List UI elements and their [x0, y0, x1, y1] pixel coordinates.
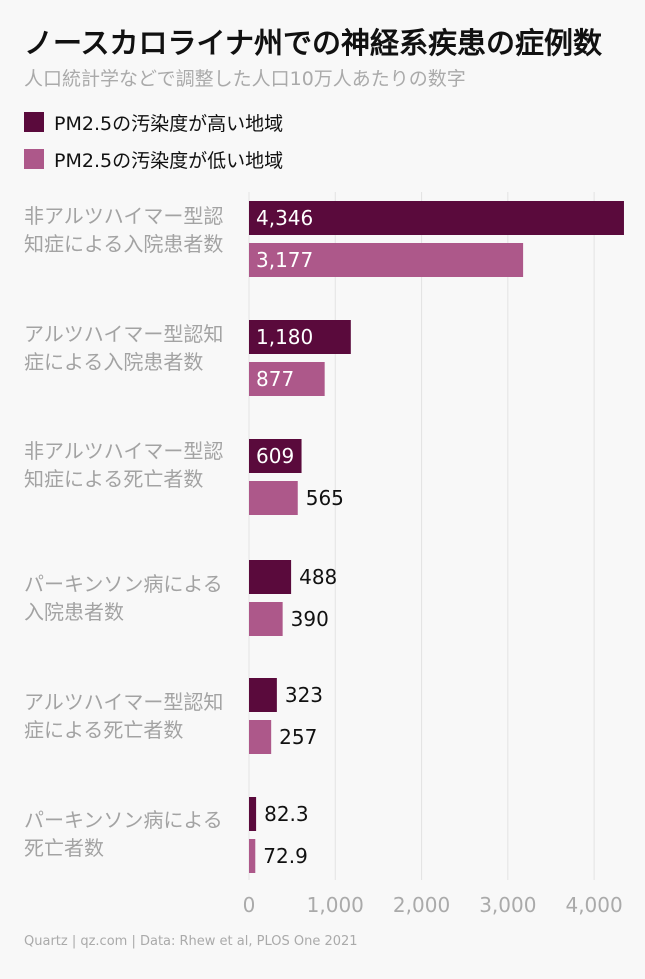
bar [249, 839, 256, 873]
bar-value-label: 1,180 [256, 325, 313, 349]
bar [249, 560, 292, 594]
bar-chart: 0 1,000 2,000 3,000 4,000 4,346 1,180 609 488 323… [243, 192, 624, 917]
x-tick-label: 1,000 [307, 893, 364, 917]
x-tick-label: 3,000 [479, 893, 536, 917]
category-label: 非アルツハイマー型認知症による死亡者数 [24, 439, 224, 491]
source-credit: Quartz | qz.com | Data: Rhew et al, PLOS… [24, 934, 358, 949]
bar-value-label: 4,346 [256, 206, 313, 230]
bar [249, 201, 624, 235]
bar-value-label: 323 [285, 683, 323, 707]
bar [249, 320, 351, 354]
category-label: アルツハイマー型認知症による死亡者数 [24, 690, 224, 742]
category-label: 非アルツハイマー型認知症による入院患者数 [24, 204, 224, 256]
legend-swatch-high [24, 112, 44, 132]
chart-subtitle: 人口統計学などで調整した人口10万人あたりの数字 [24, 68, 466, 90]
bar [249, 678, 277, 712]
legend-label-high: PM2.5の汚染度が高い地域 [54, 112, 284, 135]
chart-title: ノースカロライナ州での神経系疾患の症例数 [24, 26, 602, 60]
bar-value-label: 565 [306, 486, 344, 510]
bar-value-label: 72.9 [263, 844, 308, 868]
bar [249, 439, 302, 473]
category-label: パーキンソン病による入院患者数 [24, 572, 223, 624]
category-label: アルツハイマー型認知症による入院患者数 [24, 322, 224, 374]
x-tick-label: 2,000 [393, 893, 450, 917]
legend-swatch-low [24, 149, 44, 169]
bar-value-label: 82.3 [264, 802, 309, 826]
bar [249, 602, 283, 636]
x-tick-label: 4,000 [565, 893, 622, 917]
bar-value-label: 877 [256, 367, 294, 391]
bar [249, 720, 272, 754]
x-tick-label: 0 [243, 893, 256, 917]
bar-value-label: 609 [256, 444, 294, 468]
bar-value-label: 390 [291, 607, 329, 631]
bar [249, 481, 298, 515]
legend-label-low: PM2.5の汚染度が低い地域 [54, 149, 284, 172]
bar [249, 362, 325, 396]
bar-value-label: 257 [279, 725, 317, 749]
bar [249, 243, 524, 277]
legend-item-high-pollution: PM2.5の汚染度が高い地域 [24, 108, 283, 136]
bar-value-label: 3,177 [256, 248, 313, 272]
category-label: パーキンソン病による死亡者数 [24, 808, 223, 860]
bar-value-label: 488 [299, 565, 337, 589]
bar [249, 797, 257, 831]
legend-item-low-pollution: PM2.5の汚染度が低い地域 [24, 145, 283, 173]
